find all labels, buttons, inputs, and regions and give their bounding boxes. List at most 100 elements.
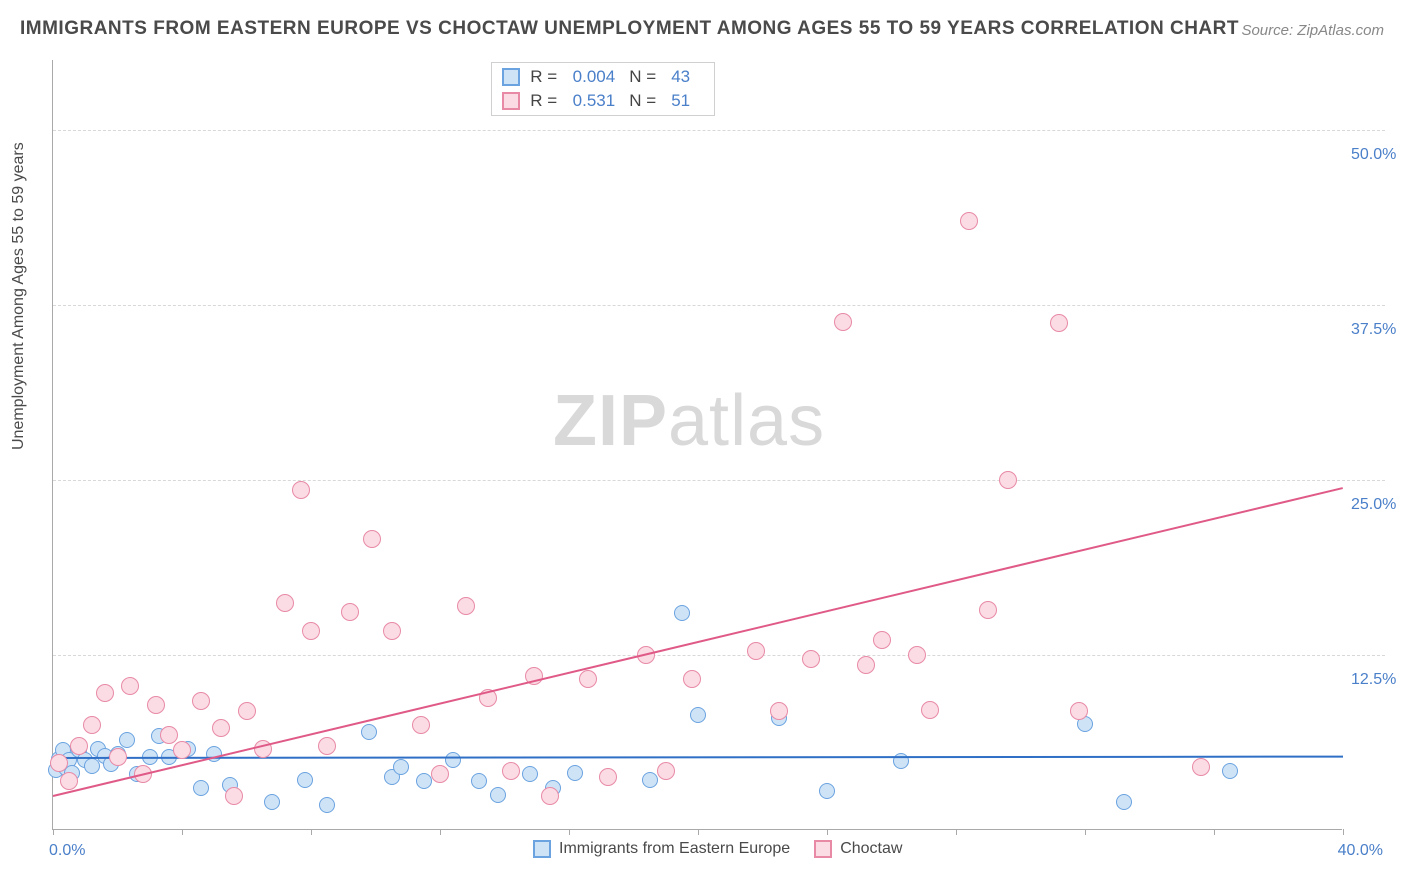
data-point-b: [960, 212, 978, 230]
r-label: R =: [530, 67, 557, 87]
data-point-a: [471, 773, 487, 789]
watermark-bold: ZIP: [553, 381, 668, 461]
x-tick: [53, 829, 54, 835]
r-label: R =: [530, 91, 557, 111]
series-legend: Immigrants from Eastern Europe Choctaw: [533, 840, 902, 858]
x-tick: [182, 829, 183, 835]
y-axis-label: Unemployment Among Ages 55 to 59 years: [10, 142, 28, 450]
data-point-b: [212, 719, 230, 737]
r-value: 0.004: [563, 67, 615, 87]
x-tick: [956, 829, 957, 835]
legend-swatch: [502, 92, 520, 110]
data-point-b: [657, 762, 675, 780]
legend-label: Choctaw: [840, 840, 902, 858]
data-point-b: [1050, 314, 1068, 332]
data-point-a: [264, 794, 280, 810]
data-point-b: [383, 622, 401, 640]
trendline-a: [53, 756, 1343, 760]
r-value: 0.531: [563, 91, 615, 111]
data-point-b: [50, 754, 68, 772]
legend-item-b: Choctaw: [814, 840, 902, 858]
data-point-b: [70, 737, 88, 755]
legend-swatch: [502, 68, 520, 86]
data-point-b: [341, 603, 359, 621]
x-tick-label: 0.0%: [49, 842, 85, 860]
gridline: [53, 480, 1385, 481]
data-point-a: [297, 772, 313, 788]
data-point-b: [238, 702, 256, 720]
data-point-b: [599, 768, 617, 786]
data-point-b: [192, 692, 210, 710]
data-point-b: [292, 481, 310, 499]
data-point-a: [642, 772, 658, 788]
data-point-a: [1116, 794, 1132, 810]
data-point-b: [363, 530, 381, 548]
legend-swatch: [533, 840, 551, 858]
stats-row-a: R = 0.004 N = 43: [492, 65, 714, 89]
watermark: ZIPatlas: [553, 380, 825, 462]
gridline: [53, 130, 1385, 131]
source-attribution: Source: ZipAtlas.com: [1241, 22, 1384, 39]
data-point-a: [490, 787, 506, 803]
legend-label: Immigrants from Eastern Europe: [559, 840, 790, 858]
data-point-b: [1192, 758, 1210, 776]
data-point-a: [393, 759, 409, 775]
data-point-a: [445, 752, 461, 768]
data-point-b: [802, 650, 820, 668]
x-tick: [1343, 829, 1344, 835]
y-tick-label: 50.0%: [1351, 146, 1396, 164]
data-point-b: [431, 765, 449, 783]
data-point-b: [541, 787, 559, 805]
data-point-a: [690, 707, 706, 723]
data-point-b: [857, 656, 875, 674]
data-point-b: [173, 741, 191, 759]
data-point-b: [873, 631, 891, 649]
correlation-stats-legend: R = 0.004 N = 43 R = 0.531 N = 51: [491, 62, 715, 116]
data-point-b: [109, 748, 127, 766]
trendline-b: [53, 487, 1343, 797]
watermark-rest: atlas: [668, 381, 825, 461]
data-point-b: [908, 646, 926, 664]
data-point-b: [302, 622, 320, 640]
x-tick: [1214, 829, 1215, 835]
data-point-a: [567, 765, 583, 781]
chart-title: IMMIGRANTS FROM EASTERN EUROPE VS CHOCTA…: [20, 18, 1239, 40]
data-point-b: [747, 642, 765, 660]
x-tick: [827, 829, 828, 835]
data-point-b: [502, 762, 520, 780]
data-point-a: [361, 724, 377, 740]
x-tick: [311, 829, 312, 835]
data-point-b: [60, 772, 78, 790]
data-point-a: [522, 766, 538, 782]
data-point-a: [319, 797, 335, 813]
gridline: [53, 655, 1385, 656]
data-point-b: [121, 677, 139, 695]
data-point-b: [1070, 702, 1088, 720]
data-point-a: [1222, 763, 1238, 779]
legend-item-a: Immigrants from Eastern Europe: [533, 840, 790, 858]
y-tick-label: 12.5%: [1351, 671, 1396, 689]
data-point-a: [119, 732, 135, 748]
data-point-a: [193, 780, 209, 796]
x-tick: [698, 829, 699, 835]
x-tick: [569, 829, 570, 835]
n-value: 51: [662, 91, 690, 111]
data-point-b: [683, 670, 701, 688]
data-point-a: [416, 773, 432, 789]
data-point-b: [83, 716, 101, 734]
data-point-b: [834, 313, 852, 331]
legend-swatch: [814, 840, 832, 858]
data-point-a: [674, 605, 690, 621]
n-label: N =: [629, 91, 656, 111]
x-tick: [440, 829, 441, 835]
data-point-b: [96, 684, 114, 702]
y-tick-label: 37.5%: [1351, 321, 1396, 339]
data-point-b: [225, 787, 243, 805]
x-tick-label: 40.0%: [1338, 842, 1383, 860]
y-tick-label: 25.0%: [1351, 496, 1396, 514]
data-point-b: [147, 696, 165, 714]
n-value: 43: [662, 67, 690, 87]
n-label: N =: [629, 67, 656, 87]
data-point-a: [819, 783, 835, 799]
data-point-b: [579, 670, 597, 688]
